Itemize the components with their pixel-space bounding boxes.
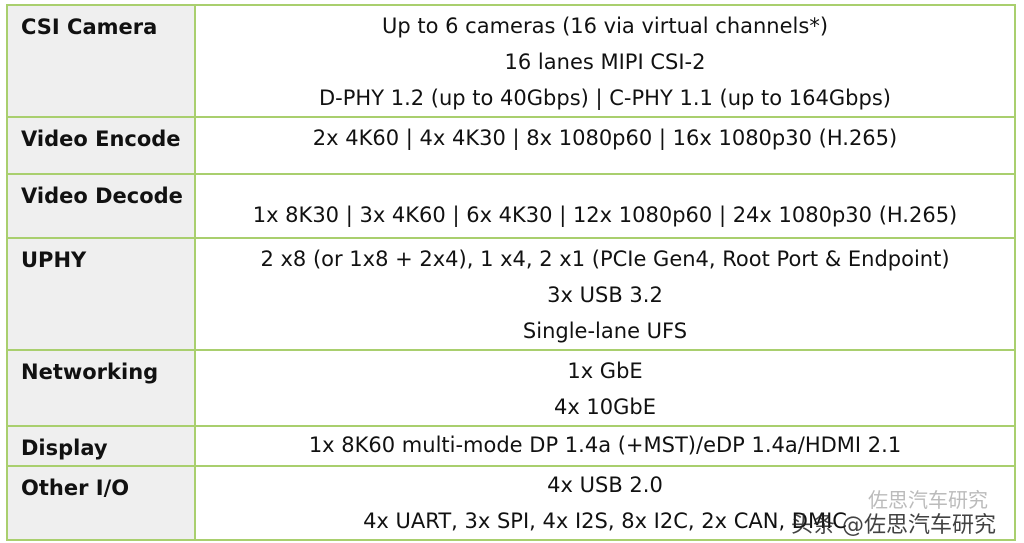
value-line: 2 x8 (or 1x8 + 2x4), 1 x4, 2 x1 (PCIe Ge… <box>260 247 950 271</box>
value-line: 1x GbE <box>567 359 643 383</box>
watermark-faint: 佐思汽车研究 <box>868 488 988 512</box>
value-line: 1x 8K30 | 3x 4K60 | 6x 4K30 | 12x 1080p6… <box>252 203 958 227</box>
row-value: 1x 8K60 multi-mode DP 1.4a (+MST)/eDP 1.… <box>194 425 1016 467</box>
watermark: 头条 @佐思汽车研究 <box>791 513 996 538</box>
table-row: Video Encode 2x 4K60 | 4x 4K30 | 8x 1080p… <box>6 116 1016 175</box>
value-line: 16 lanes MIPI CSI-2 <box>504 50 706 74</box>
row-label: UPHY <box>6 237 196 351</box>
row-value: Up to 6 cameras (16 via virtual channels… <box>194 4 1016 118</box>
value-line: D-PHY 1.2 (up to 40Gbps) | C-PHY 1.1 (up… <box>319 86 891 110</box>
row-value: 4x USB 2.0 4x UART, 3x SPI, 4x I2S, 8x I2… <box>194 465 1016 541</box>
value-line: 4x 10GbE <box>553 395 657 419</box>
value-line: Single-lane UFS <box>522 319 688 343</box>
value-line: 1x 8K60 multi-mode DP 1.4a (+MST)/eDP 1.… <box>308 433 902 457</box>
table-row: Display 1x 8K60 multi-mode DP 1.4a (+MST)… <box>6 425 1016 467</box>
row-label: Networking <box>6 349 196 427</box>
value-line: Up to 6 cameras (16 via virtual channels… <box>381 14 829 38</box>
value-line: 4x UART, 3x SPI, 4x I2S, 8x I2C, 2x CAN,… <box>363 509 847 533</box>
row-value: 1x GbE 4x 10GbE <box>194 349 1016 427</box>
table-row: Video Decode 1x 8K30 | 3x 4K60 | 6x 4K30 … <box>6 173 1016 239</box>
row-value: 2 x8 (or 1x8 + 2x4), 1 x4, 2 x1 (PCIe Ge… <box>194 237 1016 351</box>
table-row: CSI Camera Up to 6 cameras (16 via virtua… <box>6 4 1016 118</box>
spec-table: CSI Camera Up to 6 cameras (16 via virtua… <box>6 4 1016 541</box>
row-value: 2x 4K60 | 4x 4K30 | 8x 1080p60 | 16x 108… <box>194 116 1016 175</box>
row-label: Other I/O <box>6 465 196 541</box>
row-label: Video Encode <box>6 116 196 175</box>
row-value: 1x 8K30 | 3x 4K60 | 6x 4K30 | 12x 1080p6… <box>194 173 1016 239</box>
table-row: Networking 1x GbE 4x 10GbE <box>6 349 1016 427</box>
table-row: UPHY 2 x8 (or 1x8 + 2x4), 1 x4, 2 x1 (PCI… <box>6 237 1016 351</box>
value-line: 4x USB 2.0 <box>547 473 663 497</box>
row-label: Video Decode <box>6 173 196 239</box>
value-line: 2x 4K60 | 4x 4K30 | 8x 1080p60 | 16x 108… <box>312 126 898 150</box>
row-label: CSI Camera <box>6 4 196 118</box>
table-row: Other I/O 4x USB 2.0 4x UART, 3x SPI, 4x I… <box>6 465 1016 541</box>
row-label: Display <box>6 425 196 467</box>
value-line: 3x USB 3.2 <box>547 283 663 307</box>
